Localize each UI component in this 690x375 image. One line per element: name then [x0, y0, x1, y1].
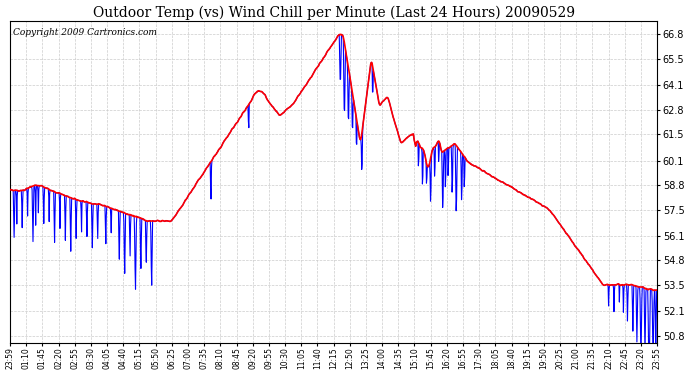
Text: Copyright 2009 Cartronics.com: Copyright 2009 Cartronics.com [13, 27, 157, 36]
Title: Outdoor Temp (vs) Wind Chill per Minute (Last 24 Hours) 20090529: Outdoor Temp (vs) Wind Chill per Minute … [92, 6, 575, 20]
